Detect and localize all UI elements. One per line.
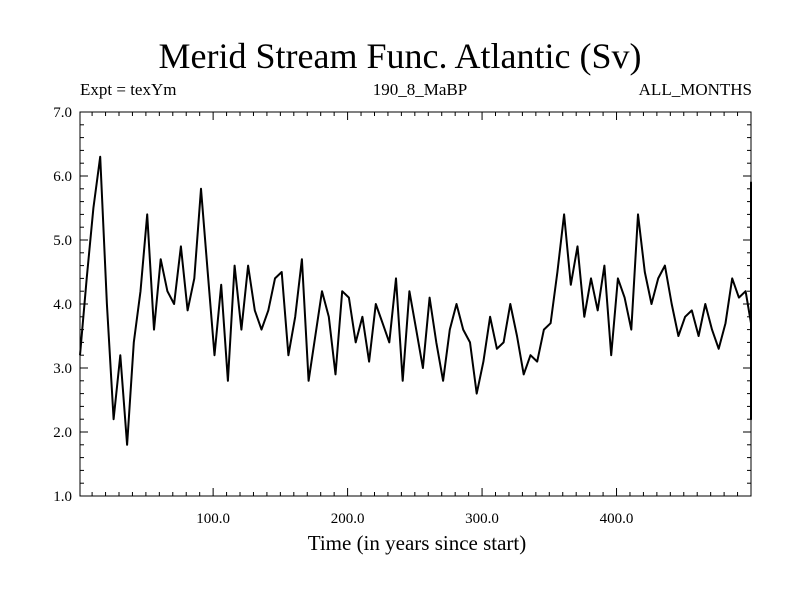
x-tick-label: 400.0 bbox=[600, 511, 634, 527]
period-label: 190_8_MaBP bbox=[372, 80, 468, 99]
experiment-label: Expt = texYm bbox=[80, 80, 177, 99]
x-tick-label: 300.0 bbox=[465, 511, 499, 527]
x-axis-label: Time (in years since start) bbox=[307, 531, 527, 555]
y-axis: 1.0 2.0 3.0 4.0 5.0 6.0 7.0 bbox=[53, 105, 751, 505]
x-tick-label: 200.0 bbox=[331, 511, 365, 527]
plot-frame bbox=[79, 111, 752, 497]
y-tick-label: 6.0 bbox=[53, 169, 72, 185]
x-tick-label: 100.0 bbox=[196, 511, 230, 527]
y-tick-label: 2.0 bbox=[53, 425, 72, 441]
y-tick-label: 4.0 bbox=[53, 297, 72, 313]
y-tick-label: 3.0 bbox=[53, 361, 72, 377]
series-line bbox=[79, 155, 752, 446]
y-tick-label: 1.0 bbox=[53, 489, 72, 505]
months-label: ALL_MONTHS bbox=[638, 80, 752, 99]
y-tick-label: 7.0 bbox=[53, 105, 72, 121]
chart-title: Merid Stream Func. Atlantic (Sv) bbox=[158, 36, 642, 76]
series-group bbox=[79, 155, 752, 446]
x-axis: 100.0 200.0 300.0 400.0 bbox=[91, 112, 752, 527]
y-tick-label: 5.0 bbox=[53, 233, 72, 249]
